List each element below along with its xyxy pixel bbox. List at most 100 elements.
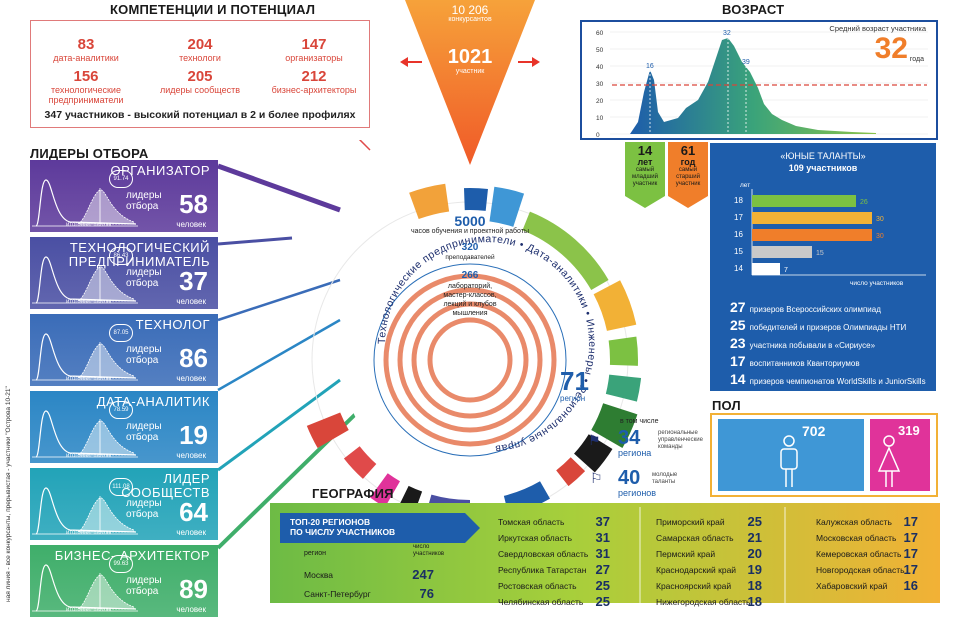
female-icon <box>877 435 901 487</box>
leader-card: 91.74 ОРГАНИЗАТОР лидеры отбора → 58 человек ит… <box>30 160 218 232</box>
funnel-graphic <box>400 0 540 165</box>
score-bubble: 78.59 <box>109 401 133 419</box>
regions-young-label: молодые таланты <box>652 472 678 485</box>
ring-segment <box>574 434 613 473</box>
geo-region: Иркутская область <box>498 533 573 543</box>
leader-sel-label: лидеры отбора <box>126 421 162 443</box>
geo-count: 16 <box>903 578 918 593</box>
ring-teachers-text: преподавателей <box>445 254 495 261</box>
geo-region: Нижегородская область <box>656 597 751 607</box>
leader-unit: человек <box>176 451 206 460</box>
geo-region: Краснодарский край <box>656 565 737 575</box>
regions-young: 40 регионов <box>618 467 657 498</box>
ring-segment <box>489 186 525 227</box>
leader-card: 87.05 ТЕХНОЛОГ лидеры отбора → 86 человек итого… <box>30 314 218 386</box>
ring-segment <box>503 481 550 507</box>
distribution-curve <box>32 487 138 535</box>
young-bar-label: 7 <box>784 267 788 274</box>
leader-card: 111.08 ЛИДЕР СООБЩЕСТВ лидеры отбора → 64 челов… <box>30 468 218 540</box>
age-box: 6050403020100142030405061лет 16 32 39 Ср… <box>580 20 938 146</box>
ring-segment <box>370 473 400 507</box>
competency-item: 156 технологические предприниматели <box>48 68 124 106</box>
leader-unit: человек <box>176 220 206 229</box>
ring-hours: 5000 <box>454 213 486 229</box>
leader-sel-label: лидеры отбора <box>126 267 162 289</box>
ring-segment <box>306 412 349 448</box>
ring-segment <box>398 485 423 507</box>
female-count: 319 <box>898 423 920 438</box>
ring-segment <box>556 457 586 487</box>
ring-segment <box>343 446 377 479</box>
leader-title: ТЕХНОЛОГ <box>135 317 210 332</box>
funnel-top-text: конкурсантов <box>448 16 492 23</box>
svg-text:ная линия - все конкурсанты, п: ная линия - все конкурсанты, прерывистая… <box>5 386 12 602</box>
leader-title: ТЕХНОЛОГИЧЕСКИЙ ПРЕДПРИНИМАТЕЛЬ <box>68 240 210 269</box>
left-arrow-icon <box>400 57 408 67</box>
young-stat: 14 призеров чемпионатов WorldSkills и Jun… <box>730 371 926 387</box>
ring-hours-text: часов обучения и проектной работы <box>410 228 530 235</box>
young-tick-label: 15 <box>734 247 743 256</box>
top20-title: ТОП-20 РЕГИОНОВ ПО ЧИСЛУ УЧАСТНИКОВ <box>290 517 396 537</box>
male-panel: 702 <box>718 419 864 491</box>
geo-count: 17 <box>903 546 918 561</box>
gender-title: ПОЛ <box>712 398 741 413</box>
leader-card: 86.43 ТЕХНОЛОГИЧЕСКИЙ ПРЕДПРИНИМАТЕЛЬ лидер… <box>30 237 218 309</box>
youngest-badge <box>625 142 665 208</box>
age-ytick: 0 <box>596 132 600 138</box>
score-bubble: 87.05 <box>109 324 133 342</box>
geo-region: Калужская область <box>816 517 892 527</box>
young-bar-label: 26 <box>860 199 868 206</box>
ring-segment <box>608 336 638 366</box>
peak-label: 39 <box>742 59 750 66</box>
leader-card: 78.59 ДАТА-АНАЛИТИК лидеры отбора → 19 человек… <box>30 391 218 463</box>
funnel-mid-text: участник <box>455 68 485 75</box>
geo-region: Новгородская область <box>816 565 905 575</box>
leader-axis-label: итоговые баллы <box>66 299 112 305</box>
geo-count: 247 <box>412 567 434 582</box>
geo-region: Приморский край <box>656 517 725 527</box>
age-ytick: 10 <box>596 115 604 122</box>
geo-count: 25 <box>747 514 762 529</box>
geo-count: 27 <box>595 562 610 577</box>
ring-labs-num: 266 <box>461 270 479 281</box>
leader-axis-label: итоговые баллы <box>66 453 112 459</box>
funnel-triangle <box>405 0 535 165</box>
young-xlabel: число участников <box>850 280 904 287</box>
geo-region: Свердловская область <box>498 549 589 559</box>
geo-count: 18 <box>747 594 762 609</box>
leader-count: 58 <box>179 189 208 219</box>
leader-count: 86 <box>179 343 208 373</box>
female-panel: 319 <box>870 419 930 491</box>
team-icon: ⚑ <box>588 432 601 448</box>
competency-item: 147 организаторы <box>285 36 343 64</box>
gender-box: 702 319 <box>710 413 938 497</box>
geo-count: 25 <box>595 594 610 609</box>
geo-band <box>270 503 940 603</box>
age-ytick: 60 <box>596 30 604 37</box>
leader-title: ДАТА-АНАЛИТИК <box>96 394 210 409</box>
funnel-top: 10 206 конкурсантов <box>420 4 520 23</box>
central-ring: Технологические предприниматели • Дата-а… <box>270 112 642 507</box>
regions-teams: 34 региона <box>618 427 652 458</box>
age-title: ВОЗРАСТ <box>722 2 785 17</box>
regions-total: 71 регион <box>560 366 589 403</box>
young-chart: лет 18 26 17 30 16 30 15 15 14 7 число участников <box>734 182 926 287</box>
leader-count: 64 <box>179 497 208 527</box>
young-bar <box>752 263 780 275</box>
young-tick-label: 14 <box>734 264 743 273</box>
young-tick-label: 17 <box>734 213 743 222</box>
age-chart: 6050403020100142030405061лет 16 32 39 <box>596 30 928 146</box>
geo-region: Красноярский край <box>656 581 732 591</box>
geo-count: 18 <box>747 578 762 593</box>
score-bubble: 91.74 <box>109 170 133 188</box>
ring-segment <box>463 188 488 211</box>
arrow-right-icon: → <box>134 355 143 365</box>
funnel-mid-num: 1021 <box>447 46 493 68</box>
leader-axis-label: итоговые баллы <box>66 376 112 382</box>
geo-count: 17 <box>903 562 918 577</box>
age-area <box>630 38 876 134</box>
young-bar <box>752 229 872 241</box>
young-title: «ЮНЫЕ ТАЛАНТЫ» <box>780 151 866 161</box>
leader-unit: человек <box>176 605 206 614</box>
geo-region: Хабаровский край <box>816 581 888 591</box>
